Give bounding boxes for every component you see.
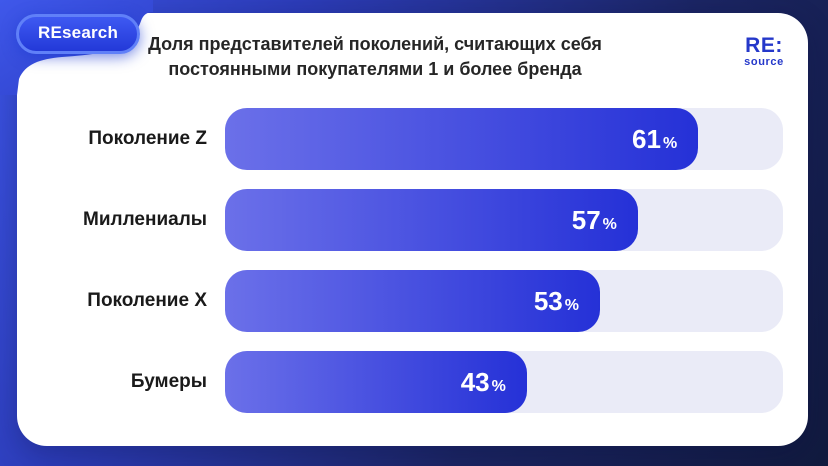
bar-value-number: 57 <box>571 204 601 235</box>
bar-track: 43 % <box>225 351 783 413</box>
bar-row: Бумеры 43 % <box>17 351 783 413</box>
bar-fill: 43 % <box>225 351 527 413</box>
bar-value-unit: % <box>491 377 506 395</box>
bar-value-unit: % <box>564 296 579 314</box>
bar-value-unit: % <box>602 215 617 233</box>
bar-value: 53 % <box>534 286 579 317</box>
bar-track: 53 % <box>225 270 783 332</box>
bar-row: Миллениалы 57 % <box>17 189 783 251</box>
bar-fill: 57 % <box>225 189 638 251</box>
bar-fill: 53 % <box>225 270 600 332</box>
bar-value-number: 43 <box>460 366 490 397</box>
chart-title-line1: Доля представителей поколений, считающих… <box>148 34 602 54</box>
chart-title: Доля представителей поколений, считающих… <box>72 32 678 82</box>
bar-rows: Поколение Z 61 % Миллениалы 57 % Поколен… <box>17 108 783 432</box>
bar-value: 57 % <box>572 205 617 236</box>
bar-label: Поколение X <box>87 290 207 311</box>
bar-fill: 61 % <box>225 108 699 170</box>
bar-label: Поколение Z <box>88 128 207 149</box>
bar-value-number: 61 <box>632 123 661 154</box>
bar-value: 61 % <box>632 124 677 155</box>
bar-track: 57 % <box>225 189 783 251</box>
resource-logo-re: RE: <box>745 34 783 57</box>
research-badge: REsearch <box>16 14 141 54</box>
chart-title-line2: постоянными покупателями 1 и более бренд… <box>168 59 582 79</box>
bar-value-number: 53 <box>533 285 563 316</box>
bar-row: Поколение Z 61 % <box>17 108 783 170</box>
bar-value-unit: % <box>662 134 678 152</box>
chart-card: Доля представителей поколений, считающих… <box>17 13 808 446</box>
bar-value: 43 % <box>461 367 506 398</box>
bar-row: Поколение X 53 % <box>17 270 783 332</box>
bar-track: 61 % <box>225 108 783 170</box>
resource-logo: RE: source <box>734 34 794 69</box>
resource-logo-source: source <box>744 56 784 68</box>
bar-label: Миллениалы <box>83 209 207 230</box>
bar-label: Бумеры <box>130 371 207 392</box>
